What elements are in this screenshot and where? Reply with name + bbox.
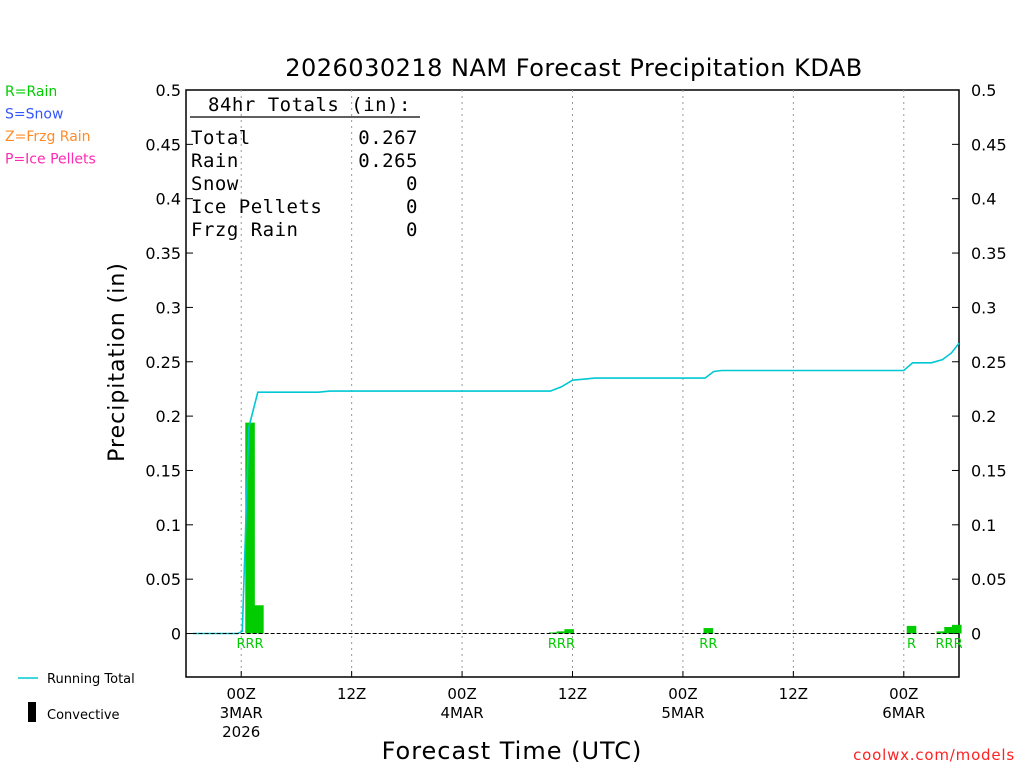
precip-type-legend-entry: P=Ice Pellets: [5, 152, 96, 168]
precip-type-legend-entry: Z=Frzg Rain: [5, 129, 91, 145]
totals-box: 84hr Totals (in): Total 0.267 Rain 0.265 Sno…: [190, 94, 420, 241]
y-tick-label-right: 0.4: [971, 190, 996, 209]
totals-label: Total: [191, 127, 251, 149]
precip-bar: [556, 631, 567, 634]
y-tick-label-left: 0.45: [145, 135, 181, 154]
totals-value: 0.265: [358, 150, 418, 172]
totals-value: 0: [406, 196, 418, 218]
y-tick-label-left: 0.05: [145, 570, 181, 589]
precip-type-legend: R=Rain S=Snow Z=Frzg Rain P=Ice Pellets: [5, 84, 96, 168]
precip-type-legend-entry: R=Rain: [5, 84, 57, 100]
y-axis-left: 0.5 0.45 0.4 0.35 0.3 0.25 0.2 0.15 0.1 0.05 0: [145, 81, 193, 644]
x-tick-label: 12Z: [558, 685, 587, 703]
chart-title: 2026030218 NAM Forecast Precipitation KD…: [285, 54, 863, 82]
precip-type-label: RRR: [936, 637, 963, 652]
totals-label: Ice Pellets: [191, 196, 322, 218]
x-tick-label: 4MAR: [440, 704, 483, 722]
x-tick-label: 00Z: [889, 685, 918, 703]
precip-bar: [564, 629, 574, 634]
x-tick-label: 5MAR: [661, 704, 704, 722]
y-tick-label-left: 0.25: [145, 353, 181, 372]
y-axis-right: 0.5 0.45 0.4 0.35 0.3 0.25 0.2 0.15 0.1 0.05 0: [952, 81, 1007, 644]
precip-bar: [703, 628, 714, 634]
y-tick-label-right: 0.25: [971, 353, 1007, 372]
x-tick-label: 3MAR: [220, 704, 263, 722]
running-total-legend-label: Running Total: [47, 672, 135, 687]
convective-legend-label: Convective: [47, 708, 120, 723]
precip-bar: [254, 605, 264, 634]
x-tick-label: 12Z: [337, 685, 366, 703]
y-tick-label-left: 0.2: [156, 407, 181, 426]
y-tick-label-left: 0.4: [156, 190, 181, 209]
x-tick-label: 00Z: [447, 685, 476, 703]
totals-value: 0.267: [358, 127, 418, 149]
y-tick-label-right: 0.45: [971, 135, 1007, 154]
x-tick-label: 00Z: [227, 685, 256, 703]
totals-label: Snow: [191, 173, 239, 195]
totals-heading: 84hr Totals (in):: [208, 94, 411, 116]
precip-bar: [952, 624, 962, 634]
credit-text: coolwx.com/models: [853, 746, 1015, 764]
y-tick-label-right: 0.15: [971, 461, 1007, 480]
precip-bar: [548, 632, 559, 634]
x-axis-title: Forecast Time (UTC): [382, 737, 643, 765]
running-total-line: [192, 342, 960, 635]
precip-bars: [245, 422, 962, 634]
precip-bar: [906, 625, 917, 634]
y-tick-label-left: 0.35: [145, 244, 181, 263]
y-tick-label-right: 0.35: [971, 244, 1007, 263]
x-tick-label: 00Z: [668, 685, 697, 703]
totals-rows: Total 0.267 Rain 0.265 Snow 0 Ice Pellets 0 Frzg…: [191, 127, 418, 241]
x-tick-label: 2026: [222, 723, 260, 741]
y-tick-label-left: 0: [171, 625, 181, 644]
precip-type-labels: RRR RRR RR R RRR: [236, 637, 962, 652]
y-axis-title: Precipitation (in): [105, 262, 130, 462]
x-tick-label: 6MAR: [882, 704, 925, 722]
precip-bar: [245, 422, 255, 634]
y-tick-label-left: 0.3: [156, 298, 181, 317]
totals-value: 0: [406, 219, 418, 241]
y-tick-label-left: 0.5: [156, 81, 181, 100]
y-tick-label-left: 0.1: [156, 516, 181, 535]
y-tick-label-left: 0.15: [145, 461, 181, 480]
y-tick-label-right: 0: [971, 625, 981, 644]
precip-type-label: RRR: [548, 637, 575, 652]
x-tick-label: 12Z: [779, 685, 808, 703]
running-total-polyline: [192, 342, 960, 635]
y-tick-label-right: 0.2: [971, 407, 996, 426]
grid-lines: [240, 90, 905, 677]
totals-label: Rain: [191, 150, 239, 172]
precip-type-legend-entry: S=Snow: [5, 107, 63, 123]
totals-label: Frzg Rain: [191, 219, 298, 241]
precip-bar: [944, 626, 954, 634]
precip-type-label: RR: [699, 637, 717, 652]
precip-bar: [936, 631, 947, 634]
y-tick-label-right: 0.3: [971, 298, 996, 317]
y-tick-label-right: 0.1: [971, 516, 996, 535]
bottom-legend: Running Total Convective: [18, 672, 135, 723]
precip-type-label: R: [907, 637, 916, 652]
y-tick-label-right: 0.5: [971, 81, 996, 100]
y-tick-label-right: 0.05: [971, 570, 1007, 589]
convective-legend-swatch: [28, 702, 36, 722]
totals-value: 0: [406, 173, 418, 195]
precip-type-label: RRR: [236, 637, 263, 652]
